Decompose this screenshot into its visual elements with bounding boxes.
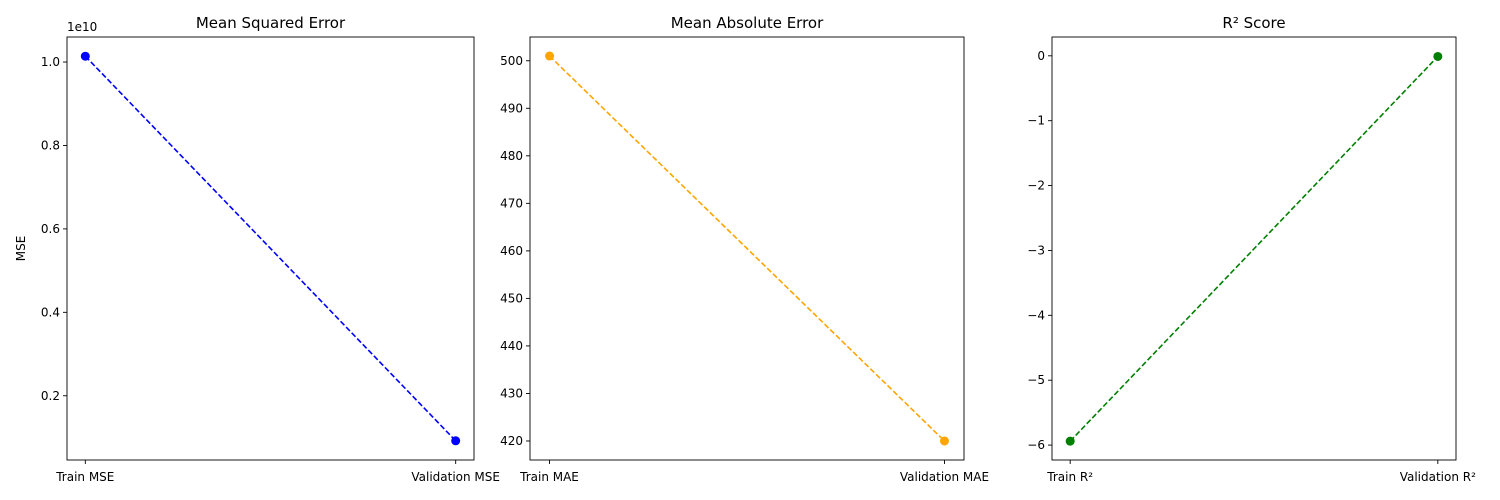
data-point: [545, 51, 555, 61]
y-axis-label: MSE: [14, 236, 28, 262]
y-tick-label: 460: [500, 244, 523, 258]
subplot-3: R² Score −6 −5 −4 −3 −2 −1 0 Train R² Validation …: [1027, 14, 1476, 484]
y-tick-label: 440: [500, 339, 523, 353]
y-tick-label: −3: [1027, 243, 1045, 257]
y-tick-label: 430: [500, 386, 523, 400]
y-tick-label: 420: [500, 434, 523, 448]
y-tick-label: 0.4: [41, 305, 60, 319]
axes-frame: [1051, 36, 1457, 461]
chart-title: Mean Absolute Error: [671, 14, 824, 32]
x-tick-label: Validation R²: [1400, 470, 1476, 484]
y-tick-label: 480: [500, 149, 523, 163]
y-tick-label: 450: [500, 291, 523, 305]
y-tick-label: −2: [1027, 179, 1045, 193]
y-tick-label: −6: [1027, 438, 1045, 452]
x-tick-label: Train MAE: [519, 470, 579, 484]
data-point: [1065, 436, 1075, 446]
y-tick-label: 0.2: [41, 389, 60, 403]
data-point: [80, 51, 90, 61]
x-tick-label: Validation MAE: [900, 470, 989, 484]
chart-title: R² Score: [1222, 14, 1285, 32]
x-tick-label: Train MSE: [55, 470, 114, 484]
axes-frame: [66, 36, 475, 461]
chart-title: Mean Squared Error: [196, 14, 346, 32]
y-tick-label: 0.6: [41, 222, 60, 236]
axes-frame: [529, 36, 965, 461]
x-tick-label: Train R²: [1046, 470, 1093, 484]
data-point: [1433, 51, 1443, 61]
y-tick-label: 0.8: [41, 138, 60, 152]
y-tick-label: −4: [1027, 308, 1045, 322]
y-tick-label: 490: [500, 101, 523, 115]
series-line: [1069, 55, 1439, 442]
y-tick-label: 1.0: [41, 55, 60, 69]
y-tick-label: 470: [500, 196, 523, 210]
subplot-1: Mean Squared Error 0.2 0.4 0.6 0.8 1.0 Train M…: [14, 14, 500, 484]
data-point: [939, 436, 949, 446]
y-tick-label: 500: [500, 54, 523, 68]
y-offset-label: 1e10: [67, 20, 97, 34]
subplot-2: Mean Absolute Error 420 430 440 450 460 470 480…: [500, 14, 989, 484]
x-tick-label: Validation MSE: [411, 470, 500, 484]
series-line: [84, 55, 457, 442]
y-tick-label: −1: [1027, 114, 1045, 128]
data-point: [451, 436, 461, 446]
y-tick-label: 0: [1037, 49, 1045, 63]
series-line: [548, 55, 946, 442]
y-tick-label: −5: [1027, 373, 1045, 387]
